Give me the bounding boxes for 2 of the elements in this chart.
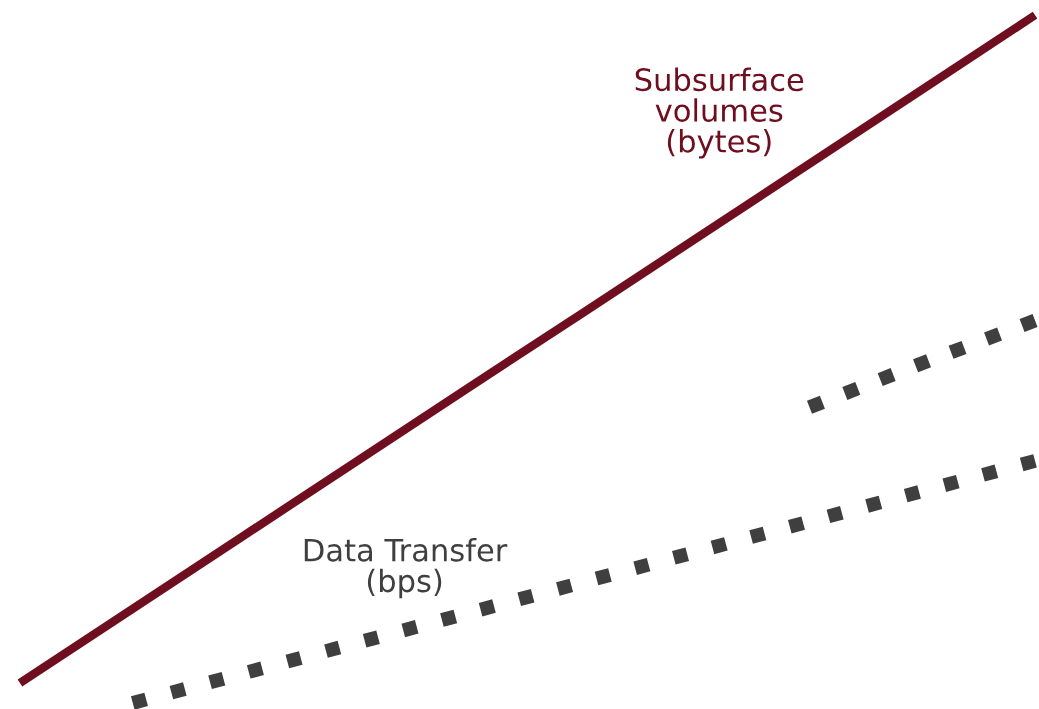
series-label: Data Transfer (bps) — [304, 538, 508, 599]
series-label: Subsurface volumes (bytes) — [635, 67, 804, 159]
